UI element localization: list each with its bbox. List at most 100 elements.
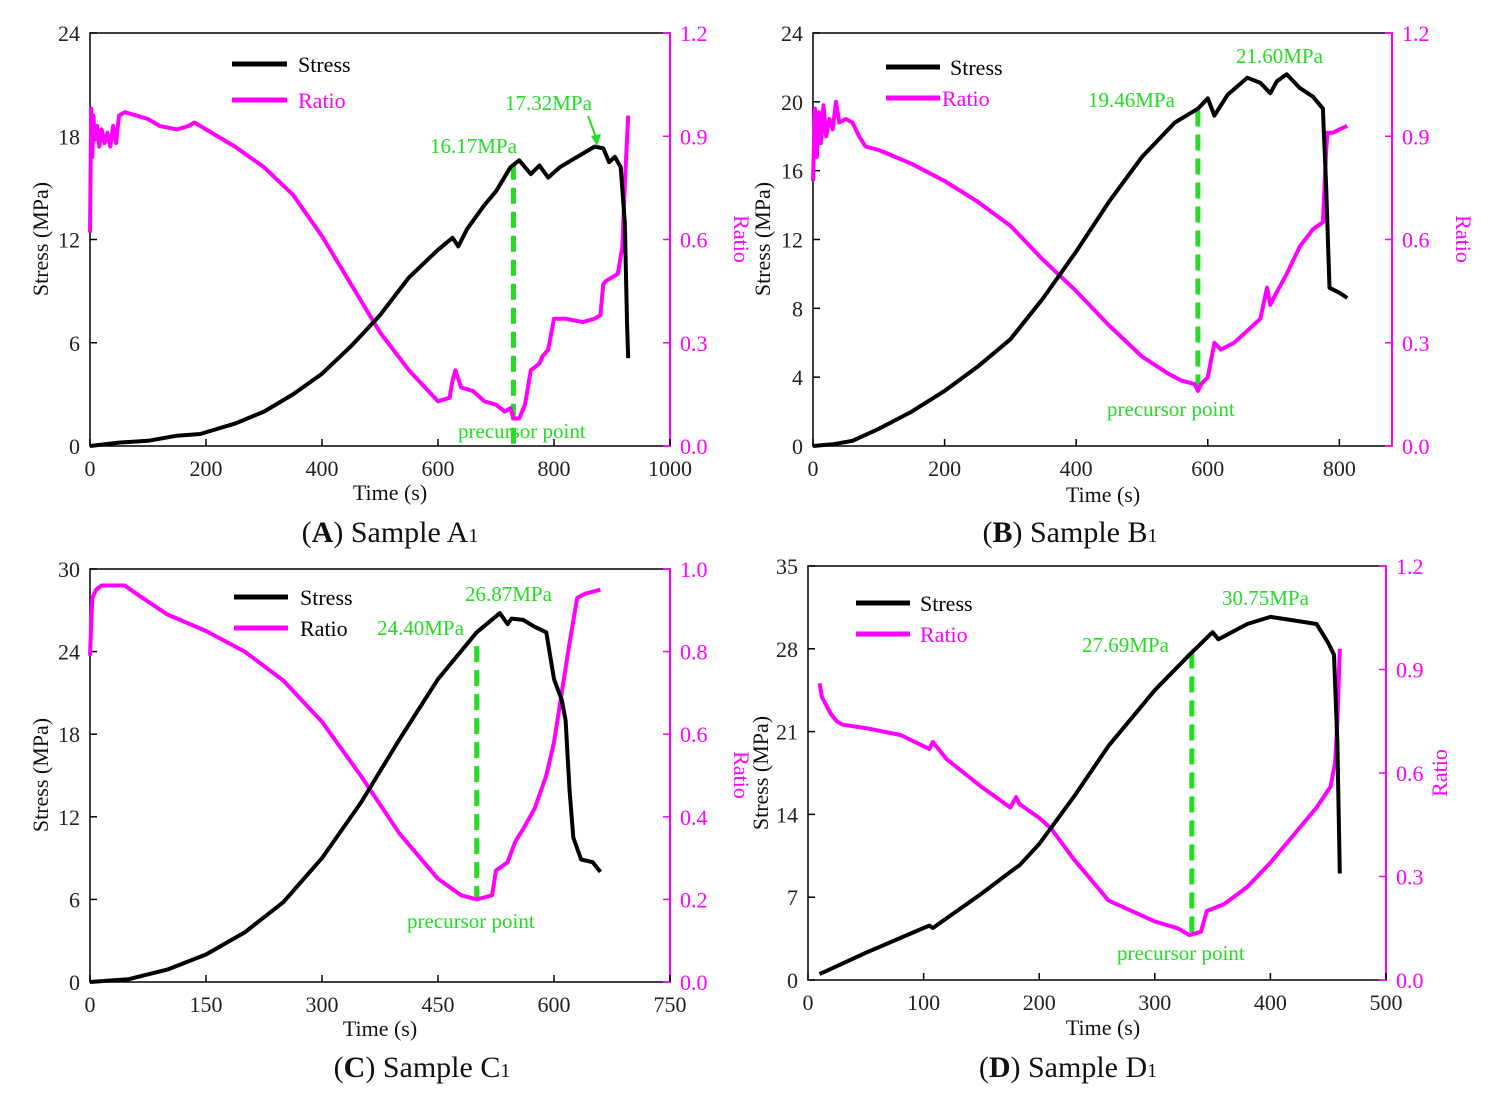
legend-stress-label: Stress: [950, 55, 1003, 80]
right-axis-line: [669, 569, 671, 982]
y2-tick-label: 0.0: [1402, 434, 1430, 459]
y-tick-label: 0: [792, 434, 803, 459]
panel-caption: (C) Sample C1: [334, 1051, 511, 1084]
y-tick-label: 16: [781, 159, 803, 184]
x-tick-label: 500: [1370, 990, 1403, 1015]
x-tick-label: 600: [538, 992, 571, 1017]
y2-ticks: 0.0 0.3 0.6 0.9 1.2: [663, 21, 708, 459]
annotation-precursor-stress: 24.40MPa: [377, 616, 465, 640]
y-ticks: 0 7 14 21 28 35: [776, 554, 815, 993]
y2-tick-label: 0.6: [680, 228, 708, 253]
x-tick-label: 1000: [648, 456, 692, 481]
y2-tick-label: 0.4: [680, 805, 708, 830]
y-tick-label: 12: [781, 228, 803, 253]
y-tick-label: 12: [58, 805, 80, 830]
legend-ratio-label: Ratio: [300, 616, 348, 641]
panel-d: 0 100 200 300 400 500 0 7 14 21 28 35 0.0 0.3 0.6 0.9…: [748, 554, 1452, 1084]
y-tick-label: 24: [58, 640, 80, 665]
y-axis-label: Stress (MPa): [748, 716, 773, 830]
ratio-series-line: [817, 648, 1342, 938]
y-tick-label: 35: [776, 554, 798, 579]
x-tick-label: 600: [1191, 456, 1224, 481]
y-tick-label: 6: [69, 887, 80, 912]
y-tick-label: 28: [776, 637, 798, 662]
panel-caption: (A) Sample A1: [302, 516, 479, 549]
panel-caption: (B) Sample B1: [982, 516, 1157, 549]
y-tick-label: 0: [787, 968, 798, 993]
y-ticks: 0 6 12 18 24 30: [58, 557, 97, 995]
y-axis-label: Stress (MPa): [28, 718, 53, 832]
y2-tick-label: 0.3: [1396, 865, 1424, 890]
legend-ratio-label: Ratio: [942, 86, 990, 111]
stress-series-line: [818, 614, 1342, 976]
y2-axis-label: Ratio: [729, 751, 754, 799]
annotation-precursor-stress: 16.17MPa: [430, 134, 518, 158]
annotation-peak-stress: 30.75MPa: [1222, 586, 1310, 610]
annotation-precursor-point: precursor point: [1107, 397, 1235, 421]
annotation-peak-arrowhead: [591, 134, 601, 146]
y2-tick-label: 0.6: [680, 722, 708, 747]
y2-tick-label: 1.2: [1396, 554, 1424, 579]
x-ticks: 0 150 300 450 600 750: [85, 975, 687, 1017]
legend-stress-label: Stress: [298, 52, 351, 77]
x-tick-label: 800: [1323, 456, 1356, 481]
y2-tick-label: 0.3: [1402, 331, 1430, 356]
y-tick-label: 6: [69, 331, 80, 356]
y2-tick-label: 0.3: [680, 331, 708, 356]
annotation-precursor-point: precursor point: [458, 419, 586, 443]
y2-tick-label: 0.9: [1396, 658, 1424, 683]
x-tick-label: 0: [85, 992, 96, 1017]
annotation-peak-stress: 26.87MPa: [465, 582, 553, 606]
y-ticks: 0 6 12 18 24: [58, 21, 97, 459]
y2-tick-label: 0.0: [680, 434, 708, 459]
y2-tick-label: 1.0: [680, 557, 708, 582]
x-axis-label: Time (s): [1066, 482, 1140, 507]
y2-tick-label: 0.0: [680, 970, 708, 995]
y-tick-label: 18: [58, 124, 80, 149]
x-tick-label: 100: [907, 990, 940, 1015]
y2-ticks: 0.0 0.2 0.4 0.6 0.8 1.0: [663, 557, 708, 995]
panel-caption: (D) Sample D1: [979, 1051, 1157, 1084]
x-axis-label: Time (s): [343, 1016, 417, 1041]
y2-tick-label: 1.2: [1402, 21, 1430, 46]
y-ticks: 0 4 8 12 16 20 24: [781, 21, 820, 459]
y2-axis-label: Ratio: [1451, 215, 1476, 263]
legend-stress-label: Stress: [920, 591, 973, 616]
x-ticks: 0 200 400 600 800: [808, 439, 1356, 481]
legend-ratio-label: Ratio: [298, 88, 346, 113]
ratio-series-line: [88, 106, 631, 421]
panel-a: 0 200 400 600 800 1000 0 6 12 18 24 0.0 0.3 0.6 0.9 1…: [28, 21, 754, 549]
y-tick-label: 18: [58, 722, 80, 747]
x-axis-label: Time (s): [353, 480, 427, 505]
annotation-peak-stress: 17.32MPa: [505, 91, 593, 115]
x-ticks: 0 200 400 600 800 1000: [85, 439, 692, 481]
y2-axis-label: Ratio: [729, 215, 754, 263]
x-tick-label: 0: [808, 456, 819, 481]
stress-series-line: [812, 72, 1349, 448]
y-tick-label: 24: [781, 21, 803, 46]
y-axis-label: Stress (MPa): [750, 182, 775, 296]
y2-axis-label: Ratio: [1427, 749, 1452, 797]
ratio-series-line: [88, 583, 601, 902]
y-tick-label: 21: [776, 720, 798, 745]
y2-tick-label: 0.9: [680, 124, 708, 149]
x-tick-label: 750: [654, 992, 687, 1017]
y2-tick-label: 0.6: [1396, 761, 1424, 786]
panel-b: 0 200 400 600 800 0 4 8 12 16 20 24 0.0 0.3 0.6 0.9 1.…: [750, 21, 1476, 549]
x-tick-label: 400: [1254, 990, 1287, 1015]
annotation-precursor-point: precursor point: [407, 909, 535, 933]
legend-ratio-label: Ratio: [920, 622, 968, 647]
x-tick-label: 600: [422, 456, 455, 481]
y2-tick-label: 0.6: [1402, 228, 1430, 253]
x-ticks: 0 100 200 300 400 500: [803, 973, 1403, 1015]
y-tick-label: 14: [776, 802, 798, 827]
y-tick-label: 4: [792, 365, 803, 390]
stress-series-line: [89, 144, 631, 448]
x-tick-label: 400: [306, 456, 339, 481]
y-tick-label: 30: [58, 557, 80, 582]
y-tick-label: 0: [69, 434, 80, 459]
x-tick-label: 0: [85, 456, 96, 481]
y2-tick-label: 0.8: [680, 640, 708, 665]
plot-frame: [807, 565, 1387, 981]
